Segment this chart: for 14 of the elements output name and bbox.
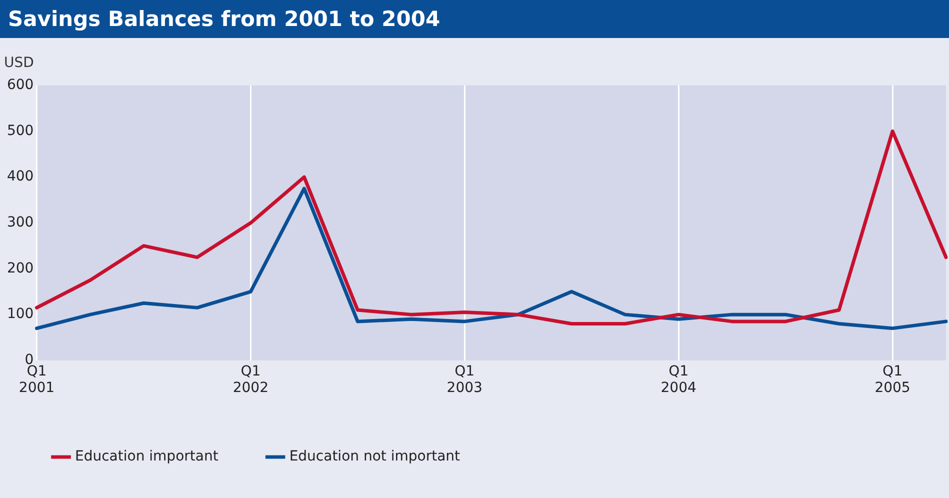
y-axis-title: USD [3, 54, 35, 73]
x-tick-label: Q1 2004 [660, 363, 696, 396]
y-tick-label: 300 [6, 214, 34, 231]
y-tick-label: 600 [6, 77, 34, 94]
chart-title: Savings Balances from 2001 to 2004 [0, 0, 949, 38]
x-tick-label: Q1 2005 [874, 363, 910, 396]
x-tick-label: Q1 2002 [232, 363, 268, 396]
y-tick-label: 400 [6, 168, 34, 185]
y-tick-label: 500 [6, 122, 34, 139]
y-tick-label: 200 [6, 260, 34, 276]
y-tick-label: 100 [6, 306, 34, 322]
legend-label: Education important [75, 448, 219, 465]
x-tick-label: Q1 2003 [446, 363, 482, 396]
legend-label: Education not important [289, 448, 461, 465]
